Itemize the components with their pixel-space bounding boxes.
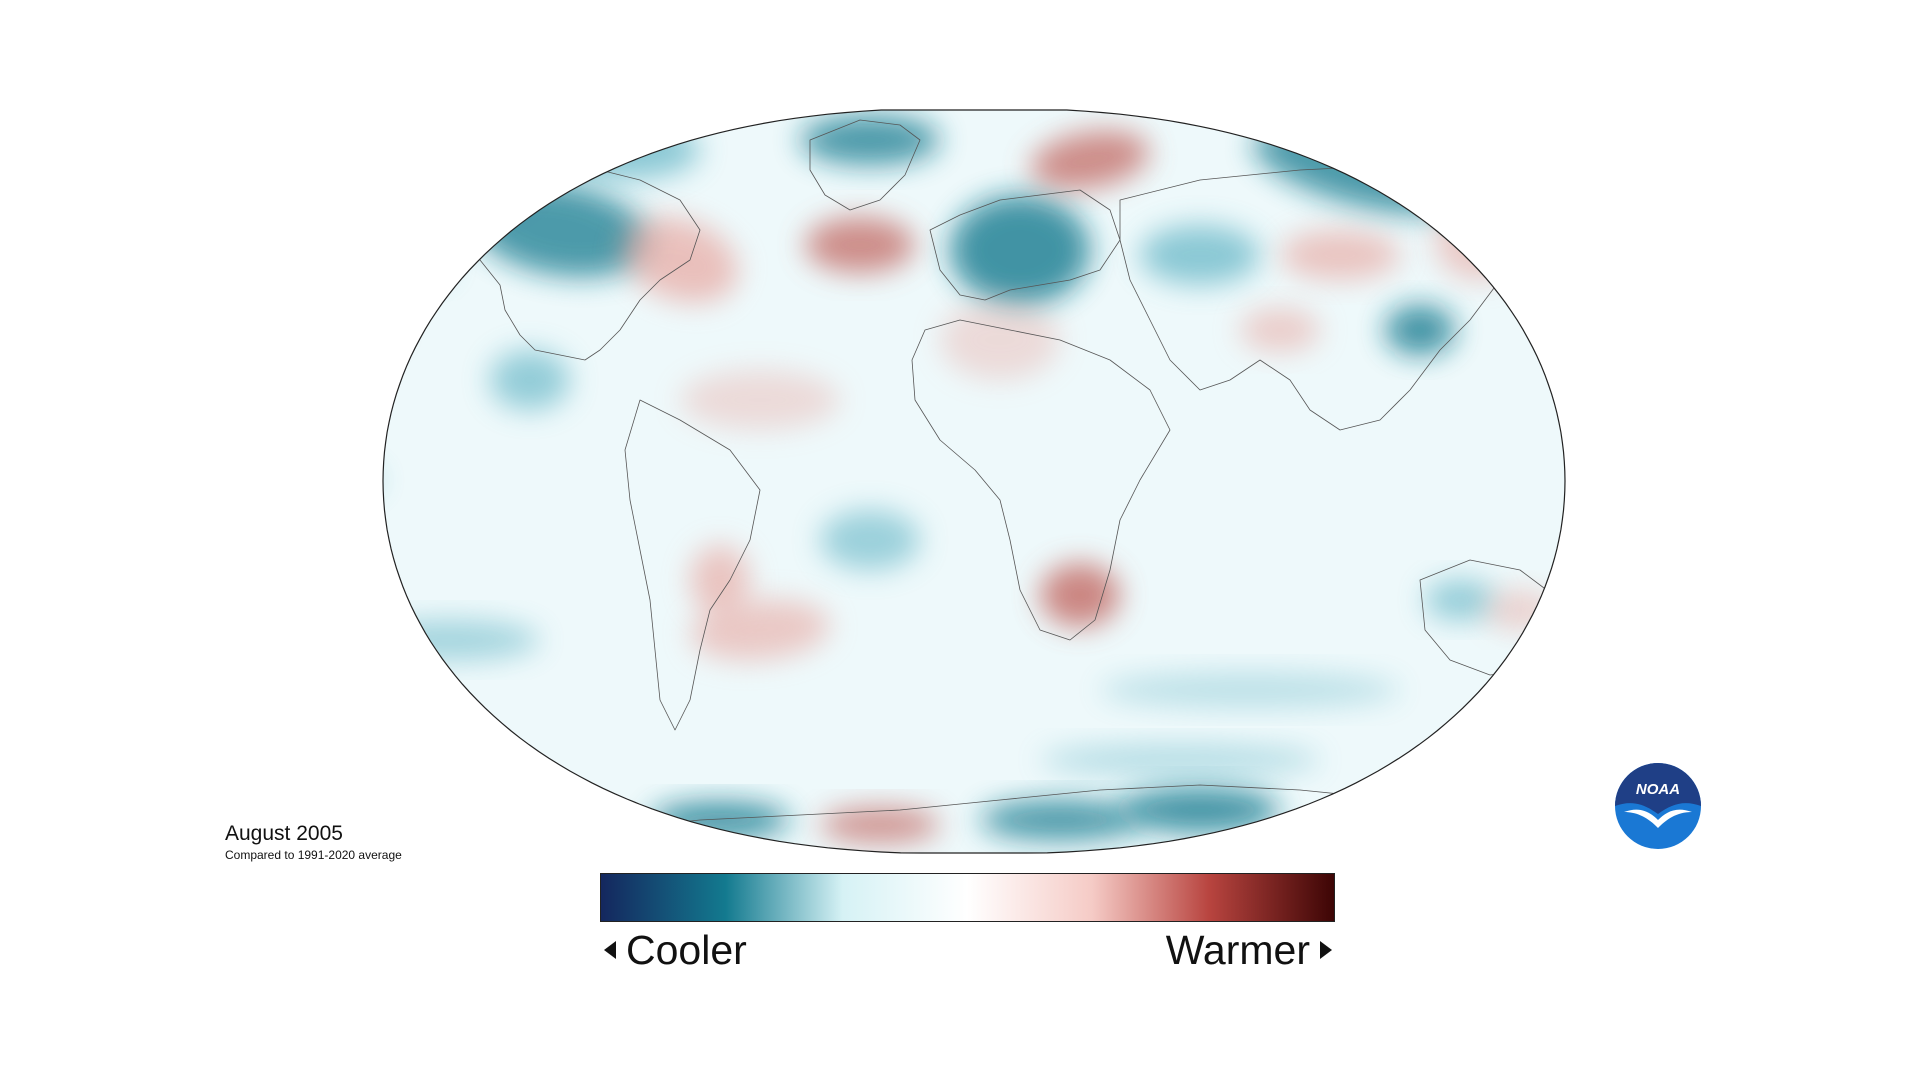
anomaly-patch <box>800 115 940 165</box>
anomaly-patch <box>1425 580 1495 620</box>
anomaly-patch <box>820 510 920 570</box>
coastline <box>911 319 1171 641</box>
anomaly-patch <box>220 460 380 500</box>
anomaly-patch <box>680 370 840 430</box>
anomaly-patch <box>650 802 790 838</box>
noaa-logo-text: NOAA <box>1636 781 1680 798</box>
legend-warmer: Warmer <box>1166 925 1332 975</box>
left-arrow-icon <box>604 941 616 959</box>
anomaly-patch <box>621 217 739 303</box>
anomaly-patch <box>980 800 1140 840</box>
anomaly-patch <box>383 248 450 292</box>
anomaly-patch <box>1280 230 1400 280</box>
colorbar <box>600 873 1335 922</box>
map-subtitle: Compared to 1991-2020 average <box>225 848 402 862</box>
anomaly-patch <box>1040 744 1320 776</box>
anomaly-patch <box>1435 200 1525 280</box>
anomaly-patch <box>1120 788 1280 832</box>
anomaly-patch <box>690 599 830 661</box>
anomaly-patch <box>1100 672 1400 708</box>
anomaly-patch <box>940 300 1060 380</box>
map-outline <box>382 109 1566 854</box>
anomaly-patch <box>820 807 940 843</box>
coastline <box>929 189 1121 301</box>
anomaly-patch <box>1485 590 1555 630</box>
anomaly-patch <box>540 120 700 180</box>
coastline <box>624 399 761 731</box>
anomaly-patch <box>490 350 570 410</box>
noaa-logo: NOAA <box>1615 763 1701 849</box>
anomaly-patch <box>383 620 540 660</box>
anomaly-patch <box>950 195 1090 305</box>
legend-cooler: Cooler <box>604 925 747 975</box>
right-arrow-icon <box>1320 941 1332 959</box>
anomaly-patch <box>805 217 915 273</box>
anomaly-patch <box>1040 563 1120 627</box>
anomaly-patch <box>383 308 395 352</box>
anomaly-patch <box>1030 130 1150 190</box>
legend-cooler-label: Cooler <box>626 926 747 973</box>
anomaly-patch <box>1385 305 1455 355</box>
coastline <box>809 119 921 211</box>
anomaly-patch <box>690 545 750 615</box>
map-title: August 2005 <box>225 822 343 845</box>
anomaly-patch <box>1240 308 1320 352</box>
legend-warmer-label: Warmer <box>1165 926 1310 973</box>
anomaly-patch <box>1140 225 1260 285</box>
